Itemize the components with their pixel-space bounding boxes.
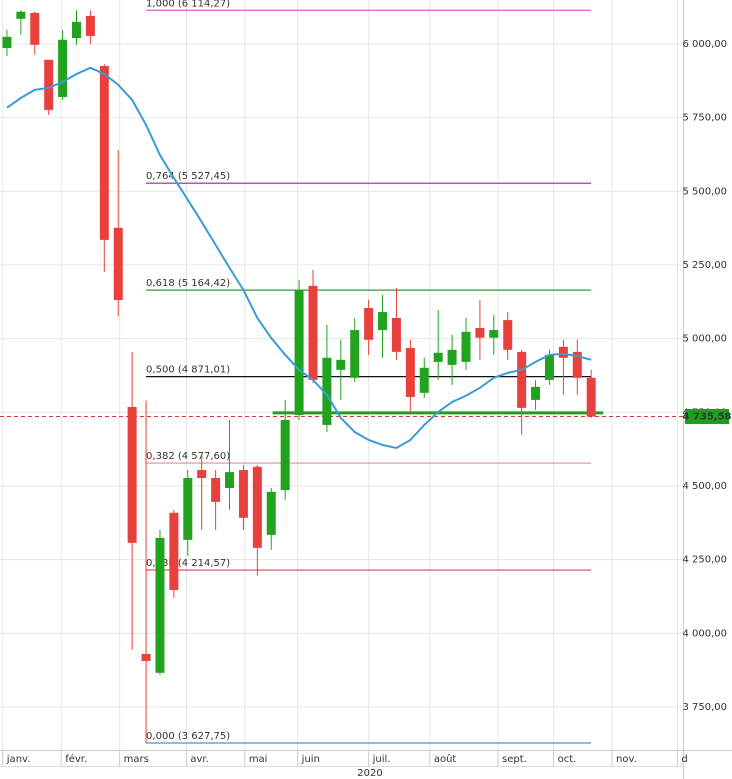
candle-body <box>183 477 193 540</box>
candle-body <box>350 330 360 378</box>
y-tick-label: 6 000,00 <box>682 39 727 50</box>
candle-body <box>489 330 499 338</box>
x-tick-label: août <box>434 753 457 765</box>
candle-body <box>475 327 485 338</box>
y-tick-label: 5 750,00 <box>682 113 727 124</box>
candle-body <box>461 331 471 362</box>
candle-body <box>113 227 123 300</box>
candle-body <box>503 320 513 350</box>
candle-body <box>85 15 95 36</box>
candle-body <box>322 357 332 425</box>
candle-body <box>558 346 568 358</box>
moving-average <box>6 66 592 449</box>
y-tick-label: 4 250,00 <box>682 555 727 566</box>
fib-label: 1,000 (6 114,27) <box>146 0 230 9</box>
candle-body <box>531 386 541 400</box>
candle-body <box>391 317 401 352</box>
x-tick-label: sept. <box>502 754 527 765</box>
y-tick-label: 5 000,00 <box>682 334 727 345</box>
candle-body <box>169 512 179 590</box>
last-price-label: 4 735,58 <box>682 412 731 423</box>
candle-body <box>16 11 26 19</box>
candle-body <box>294 289 304 415</box>
x-tick-label: nov. <box>616 754 637 765</box>
y-tick-label: 5 500,00 <box>682 186 727 197</box>
fib-label: 0,236 (4 214,57) <box>146 558 230 569</box>
candle-body <box>364 307 374 340</box>
candle-body <box>280 419 290 491</box>
x-tick-label: juin <box>301 754 320 765</box>
candle-body <box>44 59 54 110</box>
x-tick-label: oct. <box>558 754 577 765</box>
candle-body <box>252 466 262 548</box>
x-axis-label: 2020 <box>357 768 382 779</box>
candle-body <box>58 39 68 97</box>
fib-label: 0,500 (4 871,01) <box>146 365 230 376</box>
candle-body <box>238 470 248 518</box>
x-tick-label: févr. <box>65 753 87 765</box>
y-tick-label: 5 250,00 <box>682 260 727 271</box>
x-tick-label: janv. <box>6 754 31 765</box>
x-tick-label: juil. <box>372 754 391 765</box>
candle-body <box>99 66 109 240</box>
y-tick-label: 4 500,00 <box>682 481 727 492</box>
candle-body <box>2 36 12 49</box>
candle-body <box>155 537 165 673</box>
candle-body <box>266 491 276 535</box>
last-price-badge <box>685 409 729 425</box>
candle-body <box>197 470 207 478</box>
candle-body <box>419 367 429 393</box>
candle-body <box>211 477 221 502</box>
candle-body <box>572 351 582 378</box>
candle-body <box>127 406 137 543</box>
candle-body <box>447 349 457 365</box>
fib-label: 0,382 (4 577,60) <box>146 451 230 462</box>
fib-label: 0,764 (5 527,45) <box>146 171 230 182</box>
y-tick-label: 3 750,00 <box>682 702 727 713</box>
candle-body <box>378 312 388 331</box>
candle-body <box>141 653 151 662</box>
candle-body <box>72 21 82 39</box>
x-tick-label: mai <box>249 754 268 765</box>
candle-body <box>225 472 235 489</box>
candle-body <box>308 285 318 380</box>
fib-label: 0,000 (3 627,75) <box>146 731 230 742</box>
candle-body <box>405 348 415 397</box>
candle-body <box>30 12 40 45</box>
y-tick-label: 4 000,00 <box>682 628 727 639</box>
candle-body <box>517 351 527 408</box>
candle-body <box>336 359 346 370</box>
candle-body <box>433 352 443 362</box>
fib-label: 0,618 (5 164,42) <box>146 278 230 289</box>
candle-body <box>586 377 596 417</box>
x-tick-label: d <box>681 754 687 765</box>
x-tick-label: avr. <box>190 754 208 765</box>
x-tick-label: mars <box>124 754 149 765</box>
candle-body <box>544 354 554 380</box>
